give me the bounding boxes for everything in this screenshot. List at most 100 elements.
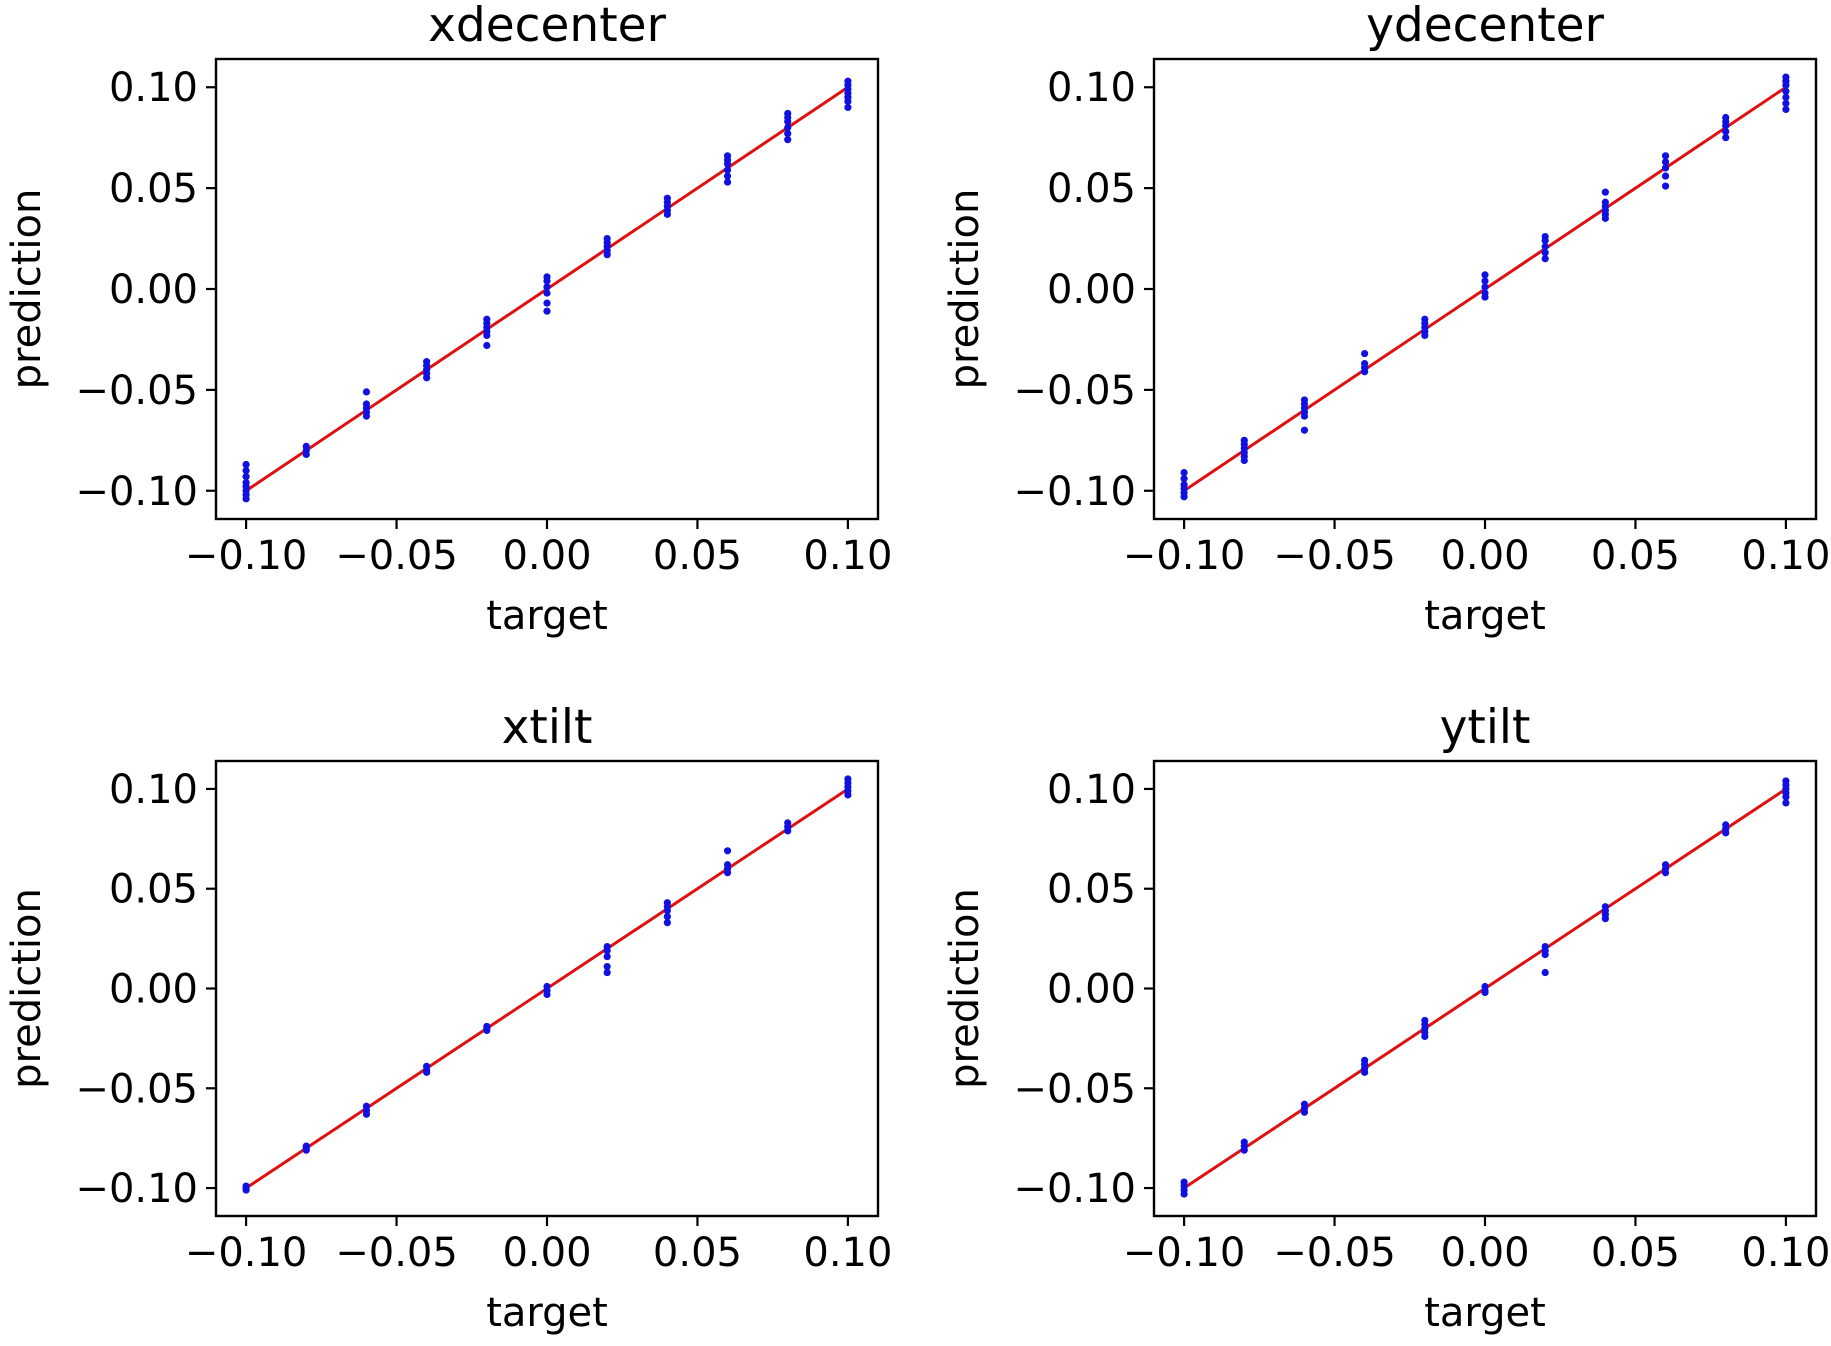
data-point bbox=[483, 341, 491, 350]
data-point bbox=[543, 289, 551, 297]
data-point bbox=[784, 117, 792, 126]
data-point bbox=[844, 103, 852, 112]
data-point bbox=[663, 210, 671, 218]
data-point bbox=[1361, 349, 1369, 358]
subplot-xdecenter: xdecenter −0.10 −0.05 0.00 0.05 0.10 −0.10 −0.0… bbox=[4, 0, 892, 639]
x-tick-label: −0.05 bbox=[1273, 533, 1396, 579]
data-point bbox=[723, 869, 732, 877]
data-point bbox=[362, 388, 371, 396]
data-point bbox=[543, 283, 551, 291]
x-tick-label: 0.10 bbox=[1741, 533, 1830, 579]
x-tick-label: −0.10 bbox=[1123, 533, 1246, 579]
x-axis-label: target bbox=[486, 593, 608, 639]
y-tick-label: 0.10 bbox=[1047, 65, 1136, 111]
data-point bbox=[242, 466, 250, 475]
x-tick-label: 0.00 bbox=[1440, 533, 1529, 579]
data-point bbox=[1300, 412, 1309, 420]
y-axis-label: prediction bbox=[942, 888, 988, 1089]
data-point bbox=[1180, 1190, 1188, 1198]
x-tick-label: −0.10 bbox=[1123, 1230, 1246, 1276]
x-tick-label: 0.00 bbox=[1440, 1230, 1529, 1276]
y-tick-label: 0.00 bbox=[1047, 967, 1136, 1013]
data-point bbox=[663, 907, 671, 915]
x-axis-label: target bbox=[1424, 593, 1546, 639]
data-point bbox=[1661, 172, 1670, 180]
data-point bbox=[723, 172, 732, 180]
data-point bbox=[784, 827, 792, 835]
data-point bbox=[242, 460, 250, 469]
data-point bbox=[1300, 426, 1309, 434]
chart-title: ydecenter bbox=[1366, 0, 1604, 53]
data-point bbox=[1782, 105, 1790, 114]
data-point bbox=[784, 130, 792, 138]
x-tick-label: −0.10 bbox=[185, 533, 308, 579]
data-point bbox=[784, 123, 792, 132]
data-point bbox=[1782, 99, 1790, 107]
data-point bbox=[1661, 158, 1670, 166]
data-point bbox=[1541, 243, 1549, 251]
y-tick-label: −0.10 bbox=[75, 1166, 198, 1212]
data-point bbox=[603, 962, 611, 971]
x-axis-label: target bbox=[486, 1290, 608, 1336]
data-point bbox=[1481, 277, 1489, 285]
data-point bbox=[1782, 793, 1790, 801]
data-point bbox=[663, 913, 671, 921]
data-point bbox=[1782, 87, 1790, 95]
data-point bbox=[723, 160, 732, 168]
subplot-ytilt: ytilt −0.10 −0.05 0.00 0.05 0.10 −0.10 −0.05 0.0… bbox=[942, 700, 1830, 1336]
data-point bbox=[603, 251, 611, 259]
subplot-xtilt: xtilt −0.10 −0.05 0.00 0.05 0.10 −0.10 −0.05 0.0… bbox=[4, 700, 892, 1336]
x-tick-label: −0.05 bbox=[335, 533, 458, 579]
data-point bbox=[1782, 81, 1790, 89]
x-tick-label: 0.10 bbox=[803, 1230, 892, 1276]
data-point bbox=[1541, 968, 1549, 977]
data-point bbox=[1541, 255, 1549, 263]
data-point bbox=[1421, 1032, 1429, 1040]
data-point bbox=[423, 374, 431, 382]
chart-title: xtilt bbox=[502, 700, 593, 755]
y-tick-label: 0.00 bbox=[1047, 267, 1136, 313]
data-point bbox=[302, 450, 310, 459]
data-point bbox=[723, 847, 732, 855]
data-point bbox=[1240, 1146, 1248, 1154]
x-axis-label: target bbox=[1424, 1290, 1546, 1336]
y-tick-label: −0.05 bbox=[75, 368, 198, 414]
x-tick-label: 0.05 bbox=[1591, 533, 1680, 579]
x-tick-label: −0.10 bbox=[185, 1230, 308, 1276]
data-point bbox=[1180, 493, 1188, 501]
x-tick-label: 0.05 bbox=[1591, 1230, 1680, 1276]
data-point bbox=[1782, 93, 1790, 101]
x-tick-label: 0.00 bbox=[502, 1230, 591, 1276]
data-point bbox=[1782, 799, 1790, 807]
data-point bbox=[1661, 152, 1670, 160]
chart-title: ytilt bbox=[1440, 700, 1531, 755]
data-point bbox=[423, 1068, 431, 1076]
x-tick-label: 0.05 bbox=[653, 533, 742, 579]
data-point bbox=[1722, 134, 1730, 142]
y-tick-label: 0.00 bbox=[109, 967, 198, 1013]
y-axis-label: prediction bbox=[4, 189, 50, 390]
y-tick-label: −0.10 bbox=[1013, 469, 1136, 515]
x-tick-label: 0.10 bbox=[1741, 1230, 1830, 1276]
y-tick-label: 0.05 bbox=[1047, 166, 1136, 212]
y-tick-label: 0.10 bbox=[109, 65, 198, 111]
data-point bbox=[543, 277, 551, 285]
data-point bbox=[242, 473, 250, 481]
data-point bbox=[483, 1026, 491, 1035]
data-point bbox=[1722, 121, 1730, 130]
data-point bbox=[1661, 164, 1670, 172]
data-point bbox=[1661, 182, 1670, 190]
data-point bbox=[1541, 249, 1549, 257]
data-point bbox=[1601, 915, 1609, 923]
data-point bbox=[242, 1186, 250, 1194]
data-point bbox=[1481, 293, 1489, 301]
y-tick-label: −0.10 bbox=[75, 469, 198, 515]
y-tick-label: 0.05 bbox=[109, 867, 198, 913]
data-point bbox=[362, 412, 371, 420]
x-tick-label: 0.10 bbox=[803, 533, 892, 579]
y-tick-label: −0.05 bbox=[1013, 1066, 1136, 1112]
data-point bbox=[483, 331, 491, 340]
data-point bbox=[1361, 1068, 1369, 1076]
data-point bbox=[663, 919, 671, 927]
